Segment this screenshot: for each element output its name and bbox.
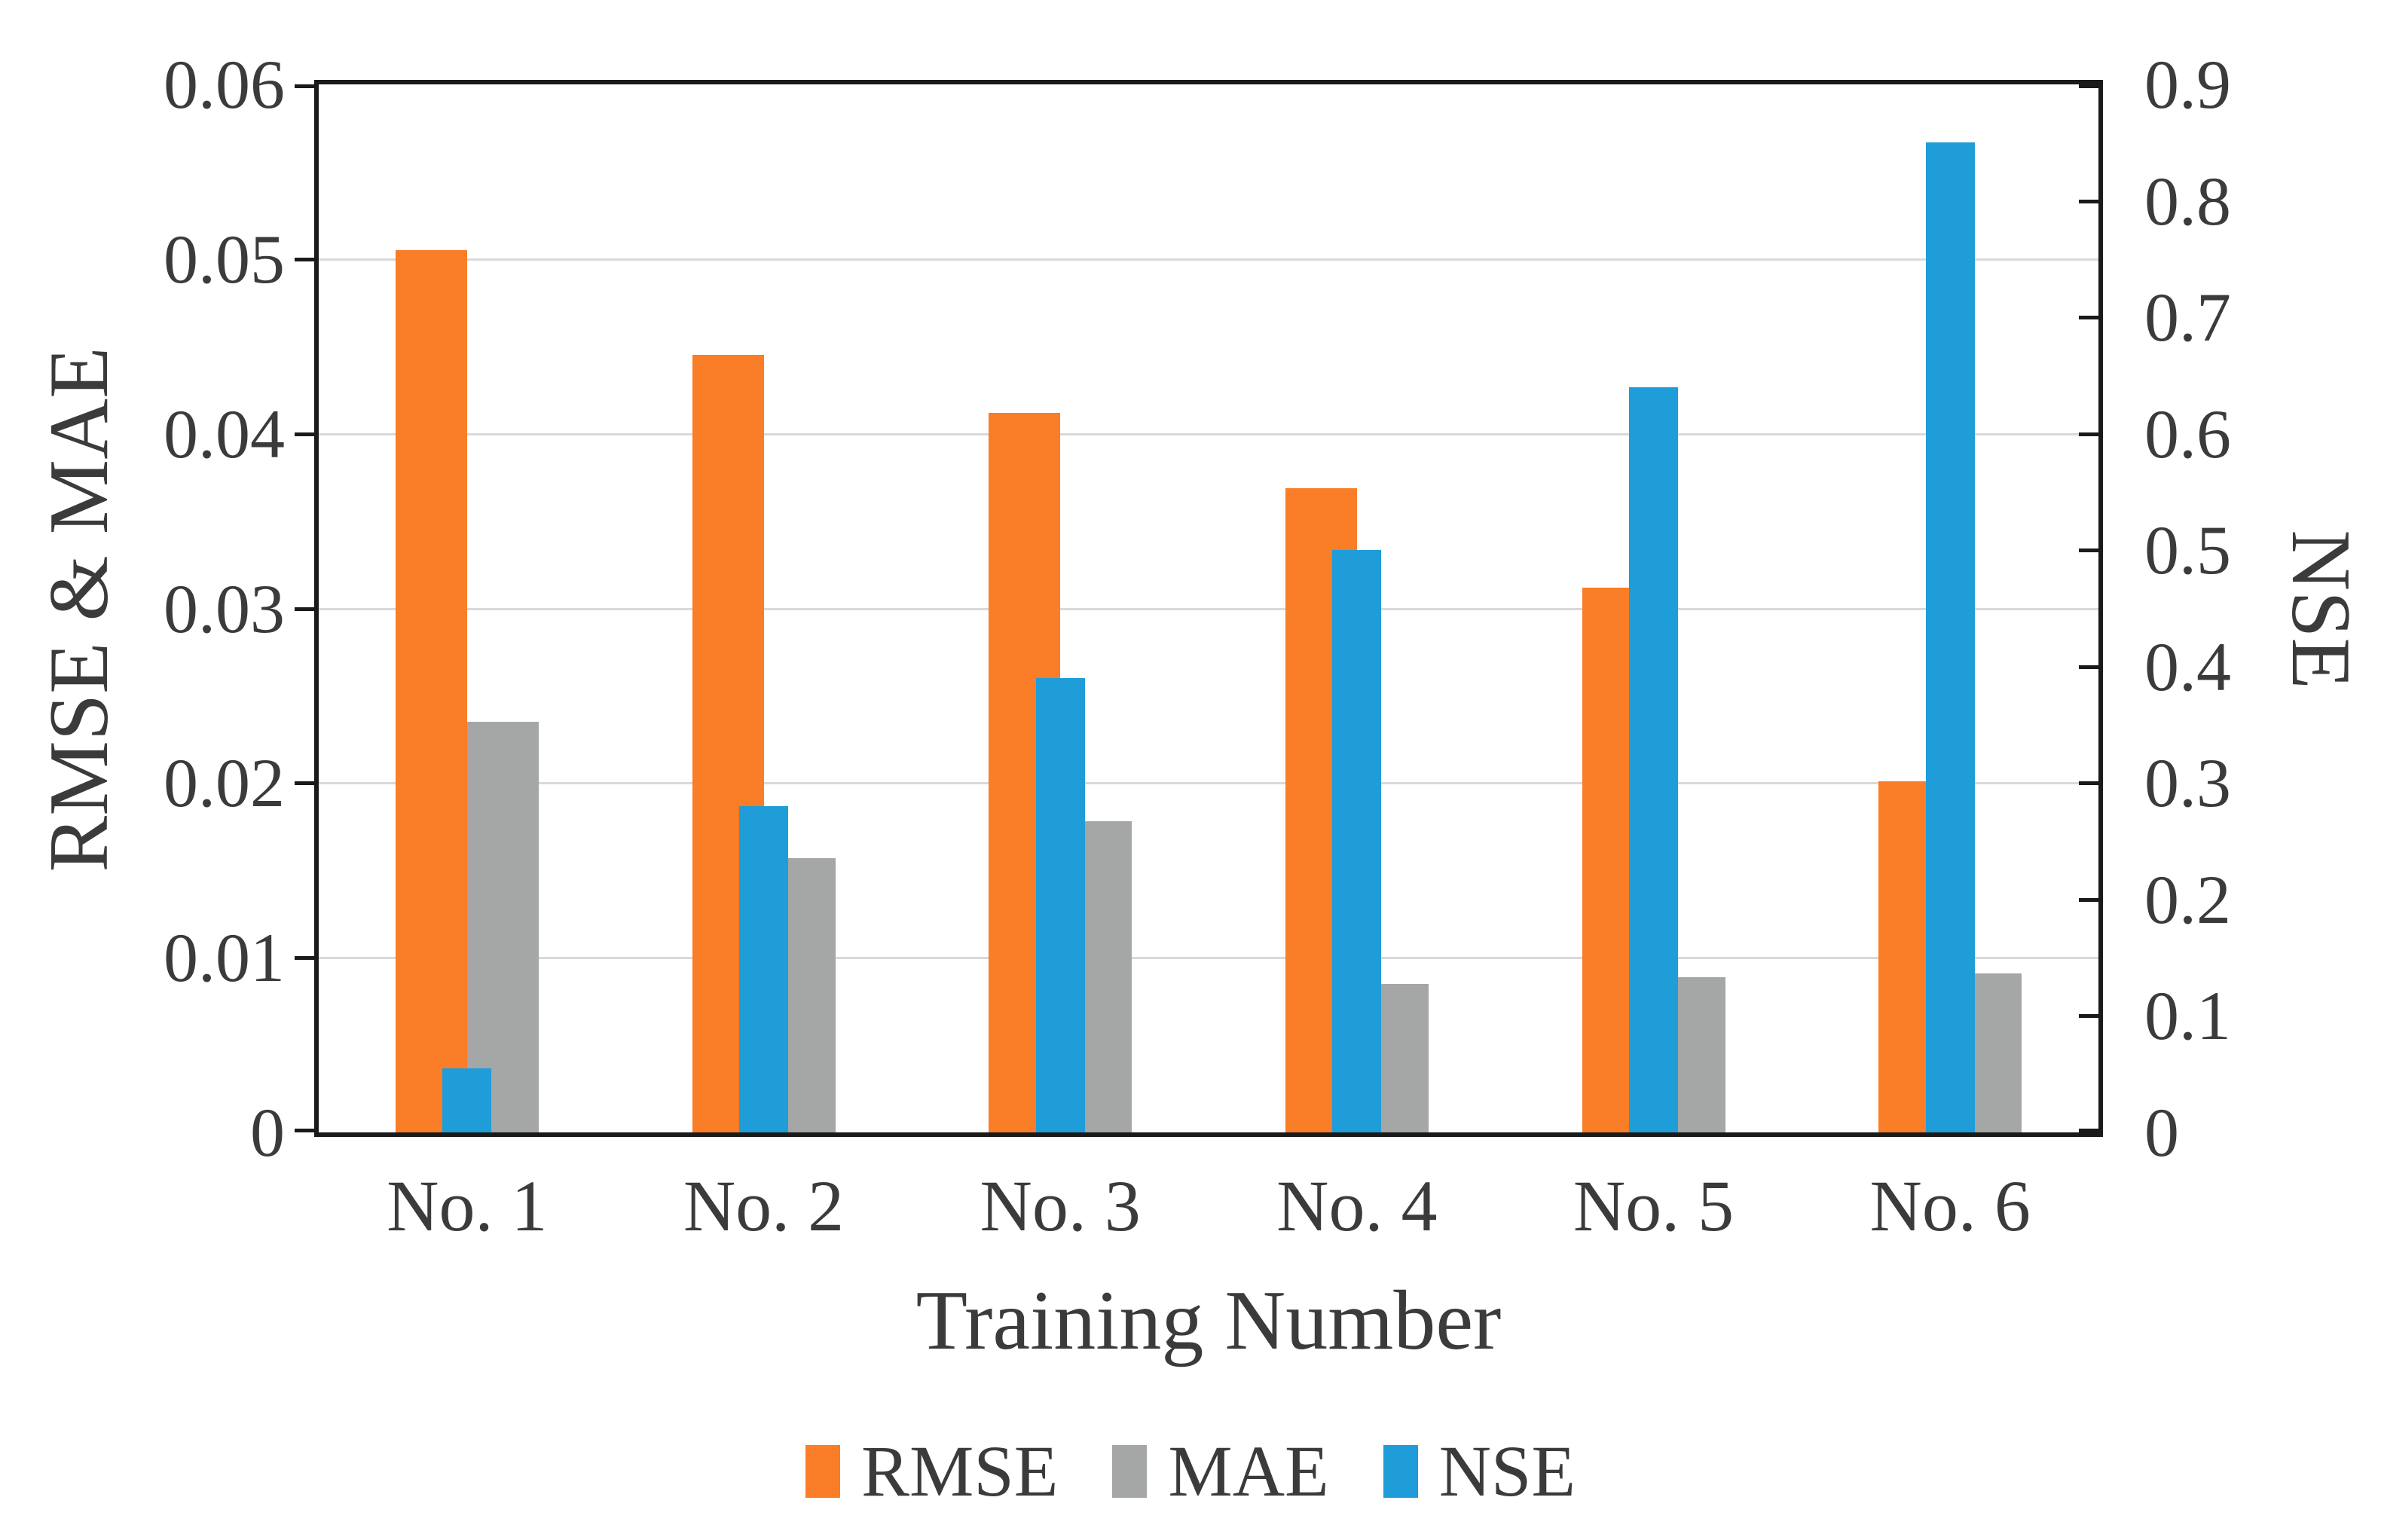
right-axis-tick-label: 0.8 — [2144, 162, 2231, 240]
right-axis-tick — [2079, 548, 2098, 553]
bar-nse-2 — [739, 806, 788, 1132]
right-axis-tick-label: 0.7 — [2144, 279, 2231, 356]
x-category-label: No. 2 — [683, 1166, 845, 1246]
legend-label-rmse: RMSE — [860, 1431, 1059, 1511]
legend-item-mae: MAE — [1112, 1430, 1329, 1513]
right-axis-tick — [2079, 199, 2098, 203]
left-axis-tick-label: 0 — [250, 1094, 285, 1171]
legend: RMSE MAE NSE — [0, 1430, 2381, 1513]
right-axis-tick — [2079, 1129, 2098, 1132]
legend-swatch-mae — [1112, 1445, 1148, 1498]
left-axis-tick-label: 0.04 — [164, 395, 285, 472]
right-axis-tick-label: 0.1 — [2144, 977, 2231, 1055]
legend-label-mae: MAE — [1168, 1431, 1329, 1511]
right-axis-tick — [2079, 432, 2098, 436]
gridline — [319, 432, 2098, 435]
left-axis-tick — [295, 607, 314, 611]
right-axis-tick-label: 0.5 — [2144, 512, 2231, 589]
right-axis-tick-label: 0.9 — [2144, 46, 2231, 123]
right-axis-tick — [2079, 84, 2098, 88]
right-axis-tick-label: 0.6 — [2144, 395, 2231, 472]
legend-swatch-rmse — [805, 1445, 840, 1498]
left-axis-tick — [295, 84, 314, 88]
right-axis-tick — [2079, 1014, 2098, 1019]
x-category-label: No. 3 — [980, 1166, 1141, 1246]
bar-nse-3 — [1035, 678, 1085, 1132]
right-axis-tick-label: 0 — [2144, 1094, 2179, 1171]
x-category-label: No. 6 — [1869, 1166, 2031, 1246]
right-axis-tick — [2079, 316, 2098, 320]
legend-item-nse: NSE — [1383, 1430, 1576, 1513]
left-axis-tick — [295, 1129, 314, 1132]
right-axis-tick — [2079, 897, 2098, 902]
bar-rmse-1 — [395, 250, 467, 1132]
left-axis-tick-label: 0.03 — [164, 570, 285, 647]
bar-nse-1 — [442, 1068, 492, 1132]
legend-label-nse: NSE — [1438, 1431, 1576, 1511]
right-axis-tick-label: 0.2 — [2144, 860, 2231, 938]
gridline — [319, 782, 2098, 785]
right-axis-tick-label: 0.3 — [2144, 744, 2231, 822]
x-category-label: No. 5 — [1573, 1166, 1735, 1246]
bar-nse-5 — [1629, 387, 1678, 1132]
legend-item-rmse: RMSE — [805, 1430, 1058, 1513]
left-axis-tick — [295, 432, 314, 436]
left-axis-tick-label: 0.06 — [164, 46, 285, 123]
left-axis-tick-label: 0.02 — [164, 744, 285, 822]
plot-area — [295, 80, 2103, 1137]
left-axis-tick — [295, 781, 314, 786]
left-axis-tick-label: 0.01 — [164, 919, 285, 997]
left-axis-tick-label: 0.05 — [164, 220, 285, 298]
bar-nse-4 — [1332, 550, 1382, 1132]
x-category-label: No. 4 — [1276, 1166, 1438, 1246]
x-axis-title: Training Number — [915, 1274, 1502, 1367]
legend-swatch-nse — [1383, 1445, 1418, 1498]
left-axis-tick — [295, 257, 314, 261]
bar-mae-1 — [466, 722, 539, 1132]
x-category-label: No. 1 — [387, 1166, 548, 1246]
gridline — [319, 957, 2098, 960]
right-axis-tick — [2079, 665, 2098, 669]
left-axis-tick — [295, 956, 314, 961]
right-axis-tick — [2079, 781, 2098, 786]
bar-nse-6 — [1925, 142, 1975, 1132]
gridline — [319, 258, 2098, 261]
right-axis-tick-label: 0.4 — [2144, 628, 2231, 705]
gridline — [319, 607, 2098, 610]
